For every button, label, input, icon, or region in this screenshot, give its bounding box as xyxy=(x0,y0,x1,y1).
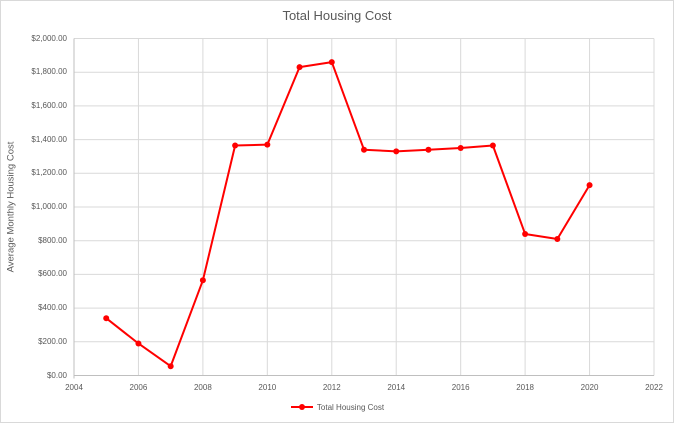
data-point xyxy=(167,363,174,370)
legend: Total Housing Cost xyxy=(1,402,673,412)
data-point xyxy=(199,277,206,284)
data-point xyxy=(489,142,496,149)
data-point xyxy=(264,141,271,148)
x-axis-tick-label: 2018 xyxy=(516,382,534,392)
legend-label: Total Housing Cost xyxy=(316,402,385,412)
data-point xyxy=(457,145,464,152)
y-axis-tick-label: $1,800.00 xyxy=(31,67,67,77)
x-axis-tick-label: 2006 xyxy=(129,382,148,392)
data-point xyxy=(393,148,400,155)
y-axis-tick-label: $800.00 xyxy=(38,235,67,245)
data-point xyxy=(361,146,367,153)
x-axis-tick-label: 2020 xyxy=(580,382,599,392)
data-point xyxy=(522,230,529,237)
y-axis-tick-label: $1,600.00 xyxy=(31,100,67,110)
x-axis-tick-label: 2008 xyxy=(193,382,212,392)
data-point xyxy=(135,340,142,347)
data-point xyxy=(586,182,593,189)
x-axis-tick-label: 2004 xyxy=(65,382,83,392)
y-axis-tick-label: $200.00 xyxy=(38,336,67,346)
data-point xyxy=(425,146,432,153)
chart-title: Total Housing Cost xyxy=(282,8,392,23)
x-axis-tick-label: 2012 xyxy=(322,382,341,392)
x-axis-tick-label: 2010 xyxy=(258,382,277,392)
y-axis-tick-label: $1,200.00 xyxy=(31,168,67,178)
x-axis-tick-label: 2014 xyxy=(387,382,406,392)
y-axis-tick-label: $400.00 xyxy=(38,303,67,313)
legend-line-marker-icon xyxy=(290,404,313,410)
x-axis-tick-label: 2022 xyxy=(645,382,663,392)
data-point xyxy=(103,315,110,322)
data-point xyxy=(232,142,239,149)
data-point xyxy=(554,236,561,243)
y-axis-tick-label: $1,000.00 xyxy=(31,202,67,211)
y-axis-tick-label: $1,400.00 xyxy=(31,134,67,144)
y-axis-tick-label: $2,000.00 xyxy=(31,33,67,43)
y-axis-tick-label: $600.00 xyxy=(38,269,67,279)
data-point xyxy=(296,64,303,71)
series-line xyxy=(105,61,591,368)
x-axis-tick-label: 2016 xyxy=(451,382,470,392)
data-point xyxy=(328,59,335,66)
y-axis-tick-label: $0.00 xyxy=(46,370,67,380)
